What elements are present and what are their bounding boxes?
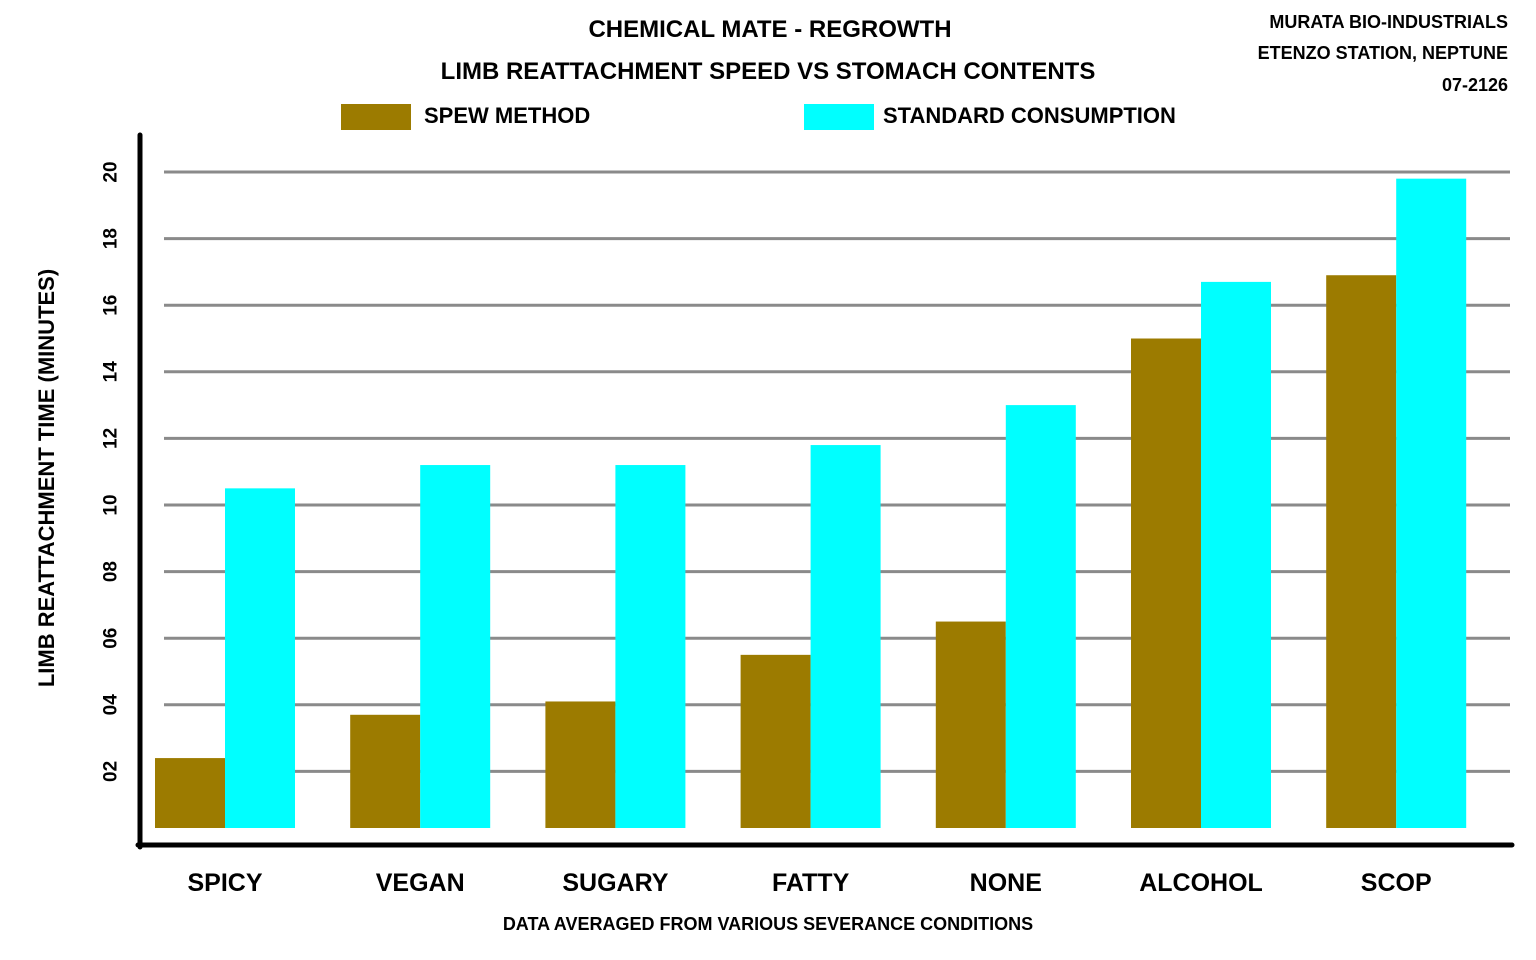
report-date: 07-2126 xyxy=(1441,75,1508,95)
x-category-label: SUGARY xyxy=(562,869,668,897)
bar-spew-sugary xyxy=(545,701,616,828)
y-tick-label: 18 xyxy=(101,228,122,249)
bar-standard-fatty xyxy=(810,445,881,828)
y-tick-label: 16 xyxy=(101,295,122,316)
bar-standard-vegan xyxy=(420,465,491,828)
bar-standard-none xyxy=(1005,405,1076,828)
x-category-label: NONE xyxy=(970,869,1042,897)
y-tick-label: 12 xyxy=(101,428,122,449)
bar-spew-scop xyxy=(1326,275,1397,829)
legend-swatch-spew xyxy=(341,104,411,130)
bar-standard-scop xyxy=(1396,178,1467,828)
y-tick-label: 08 xyxy=(101,561,122,582)
legend-label-standard: STANDARD CONSUMPTION xyxy=(883,103,1176,128)
bar-standard-alcohol xyxy=(1201,281,1271,828)
y-tick-labels: 02 04 06 08 10 12 14 16 18 20 xyxy=(101,161,122,782)
chart-title: CHEMICAL MATE - REGROWTH xyxy=(588,16,952,43)
y-axis-title: LIMB REATTACHMENT TIME (MINUTES) xyxy=(34,269,59,687)
legend-label-spew: SPEW METHOD xyxy=(424,103,591,128)
x-category-label: SPICY xyxy=(187,869,262,897)
company-name: MURATA BIO-INDUSTRIALS xyxy=(1269,12,1508,32)
y-tick-label: 10 xyxy=(101,494,122,515)
x-category-label: ALCOHOL xyxy=(1139,869,1263,897)
chart-subtitle: LIMB REATTACHMENT SPEED VS STOMACH CONTE… xyxy=(440,58,1096,85)
x-category-labels: SPICY VEGAN SUGARY FATTY NONE ALCOHOL SCOP xyxy=(187,869,1431,897)
bar-spew-vegan xyxy=(350,714,421,828)
y-tick-label: 14 xyxy=(101,361,122,383)
bar-spew-fatty xyxy=(740,654,811,828)
bar-spew-spicy xyxy=(155,758,225,828)
bar-spew-none xyxy=(935,621,1006,828)
x-category-label: SCOP xyxy=(1361,869,1432,897)
footnote: DATA AVERAGED FROM VARIOUS SEVERANCE CON… xyxy=(502,914,1034,934)
y-tick-label: 06 xyxy=(101,628,122,649)
station-location: ETENZO STATION, NEPTUNE xyxy=(1257,43,1508,63)
x-category-label: FATTY xyxy=(772,869,850,897)
legend-swatch-standard xyxy=(804,104,874,130)
bars xyxy=(155,178,1467,829)
y-tick-label: 02 xyxy=(101,761,122,782)
bar-standard-spicy xyxy=(225,488,295,828)
x-category-label: VEGAN xyxy=(376,869,465,897)
bar-standard-sugary xyxy=(615,465,686,828)
axes xyxy=(135,132,1515,850)
y-tick-label: 20 xyxy=(101,161,122,182)
bar-spew-alcohol xyxy=(1131,338,1201,828)
y-tick-label: 04 xyxy=(101,694,122,716)
